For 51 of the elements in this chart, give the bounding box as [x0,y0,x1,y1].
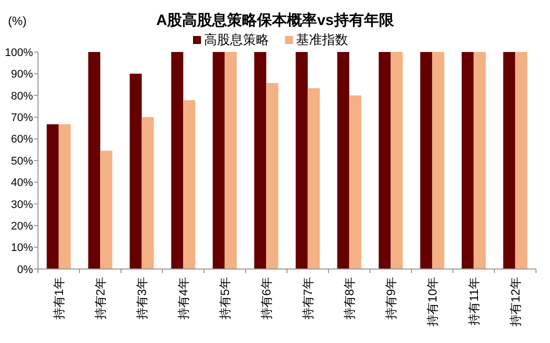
y-tick-label: 0% [17,264,34,276]
x-tick-label: 持有4年 [176,277,190,320]
y-tick-label: 50% [10,155,34,168]
bar [337,52,350,269]
bar [349,95,362,269]
bar [462,52,474,269]
x-tick-label: 持有6年 [259,277,274,320]
legend-label: 高股息策略 [204,32,269,47]
x-tick-label: 持有7年 [300,277,315,320]
x-tick-label: 持有8年 [342,277,356,320]
x-tick-label: 持有1年 [52,277,66,320]
bar [420,52,432,269]
bar [88,52,100,269]
bar [171,52,184,269]
bar [142,117,154,269]
bar [254,52,266,269]
bar [503,52,516,269]
bar [212,52,225,269]
x-tick-label: 持有12年 [508,277,522,326]
bar [46,124,59,269]
x-tick-label: 持有11年 [466,277,481,326]
bar [432,52,444,269]
bar [183,100,196,269]
y-tick-label: 30% [10,198,34,211]
x-tick-label: 持有3年 [134,277,149,320]
y-axis-title: (%) [8,14,27,28]
bar [224,52,237,269]
y-tick-label: 80% [10,90,34,102]
x-tick-label: 持有5年 [218,277,232,320]
chart-title: A股高股息策略保本概率vs持有年限 [156,11,395,29]
y-tick-label: 70% [10,112,34,124]
bar [515,52,528,269]
bar [58,124,71,269]
legend-label: 基准指数 [296,32,348,47]
x-tick-label: 持有2年 [93,277,108,320]
bar [296,52,308,269]
y-tick-label: 20% [10,220,34,232]
bar [130,74,142,269]
y-tick-label: 100% [4,46,34,59]
bar [390,52,403,269]
y-tick-label: 40% [10,177,34,190]
bar [266,83,278,269]
bar [100,150,112,269]
y-tick-label: 90% [10,68,34,81]
x-tick-label: 持有10年 [425,277,440,326]
bar [378,52,391,269]
bar [308,88,320,269]
y-tick-label: 60% [10,134,34,146]
y-tick-label: 10% [10,242,34,254]
x-tick-label: 持有9年 [384,277,398,320]
bar [474,52,486,269]
